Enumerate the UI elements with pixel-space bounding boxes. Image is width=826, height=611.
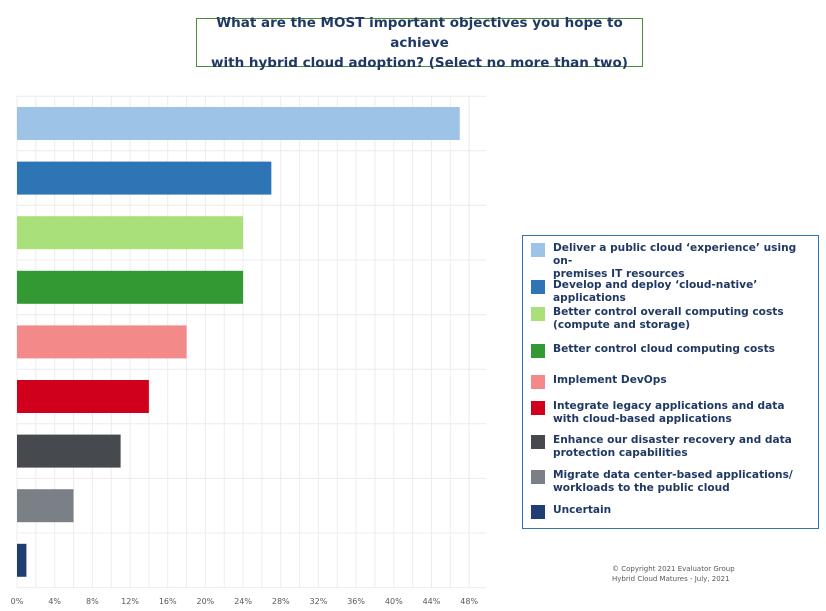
legend-label: Better control overall computing costs (… [553, 306, 784, 331]
x-tick-label: 12% [121, 597, 139, 606]
legend-label: Implement DevOps [553, 374, 667, 386]
legend-item: Enhance our disaster recovery and data p… [531, 434, 815, 460]
legend-label: Integrate legacy applications and data w… [553, 400, 785, 425]
x-tick-label: 20% [197, 597, 215, 606]
x-tick-label: 16% [159, 597, 177, 606]
legend-item: Deliver a public cloud ‘experience’ usin… [531, 242, 815, 281]
legend-item: Implement DevOps [531, 374, 815, 389]
legend-swatch [531, 280, 545, 294]
legend-label: Develop and deploy ‘cloud-native’ applic… [553, 279, 758, 304]
bar-3 [17, 270, 244, 304]
legend-item: Integrate legacy applications and data w… [531, 400, 815, 426]
copyright-source: Hybrid Cloud Matures - July, 2021 [612, 575, 730, 583]
legend-item: Better control cloud computing costs [531, 343, 815, 358]
x-tick-label: 32% [310, 597, 328, 606]
x-tick-label: 44% [423, 597, 441, 606]
x-tick-label: 24% [234, 597, 252, 606]
chart-title: What are the MOST important objectives y… [211, 14, 628, 71]
bar-8 [17, 543, 27, 577]
bar-1 [17, 161, 272, 195]
legend-swatch [531, 401, 545, 415]
legend-item: Develop and deploy ‘cloud-native’ applic… [531, 279, 815, 305]
bar-7 [17, 489, 74, 523]
legend-item: Better control overall computing costs (… [531, 306, 815, 332]
x-tick-label: 28% [272, 597, 290, 606]
bar-4 [17, 325, 187, 359]
copyright-line: © Copyright 2021 Evaluator Group [612, 565, 735, 573]
legend-swatch [531, 470, 545, 484]
legend-label: Uncertain [553, 504, 612, 516]
copyright-note: © Copyright 2021 Evaluator Group Hybrid … [612, 564, 752, 584]
legend-label: Better control cloud computing costs [553, 343, 775, 355]
legend-label: Enhance our disaster recovery and data p… [553, 434, 792, 459]
legend-swatch [531, 505, 545, 519]
bar-2 [17, 216, 244, 250]
legend-item: Migrate data center-based applications/ … [531, 469, 815, 495]
bar-6 [17, 434, 121, 468]
legend-label: Migrate data center-based applications/ … [553, 469, 793, 494]
legend-swatch [531, 375, 545, 389]
legend-label: Deliver a public cloud ‘experience’ usin… [553, 242, 797, 280]
x-tick-label: 40% [385, 597, 403, 606]
bar-5 [17, 380, 149, 413]
x-tick-label: 8% [86, 597, 99, 606]
legend-item: Uncertain [531, 504, 815, 519]
x-tick-label: 0% [11, 597, 24, 606]
x-tick-label: 4% [48, 597, 61, 606]
x-tick-label: 36% [347, 597, 365, 606]
chart-legend: Deliver a public cloud ‘experience’ usin… [522, 235, 819, 529]
bar-0 [17, 107, 460, 140]
x-tick-label: 48% [460, 597, 478, 606]
legend-swatch [531, 344, 545, 358]
legend-swatch [531, 243, 545, 257]
legend-swatch [531, 307, 545, 321]
chart-title-box: What are the MOST important objectives y… [196, 15, 643, 71]
legend-swatch [531, 435, 545, 449]
